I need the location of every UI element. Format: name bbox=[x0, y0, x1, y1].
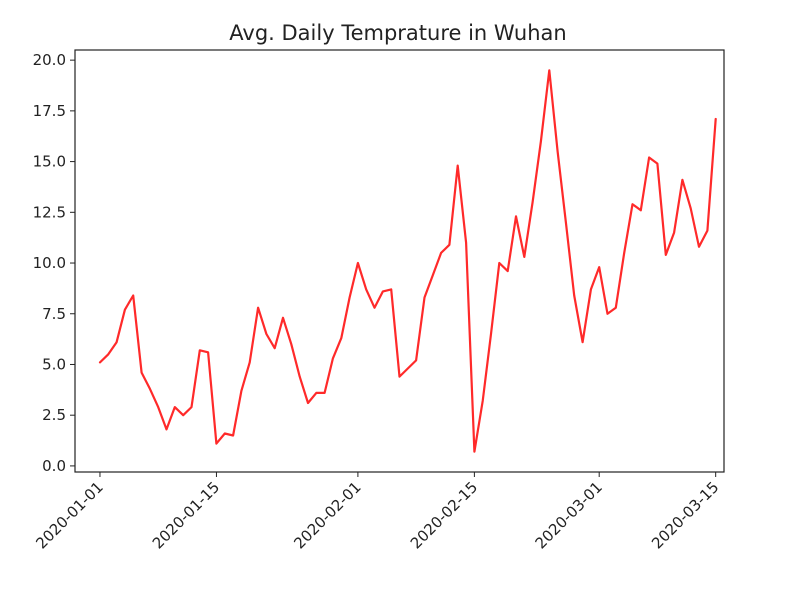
y-tick-label: 15.0 bbox=[33, 153, 66, 171]
x-tick-label: 2020-02-15 bbox=[407, 478, 481, 552]
y-tick-label: 20.0 bbox=[33, 51, 66, 69]
y-axis: 0.0 2.5 5.0 7.5 10.0 12.5 15.0 17.5 20.0 bbox=[33, 51, 75, 475]
x-tick-label: 2020-03-01 bbox=[532, 478, 606, 552]
plot-area bbox=[98, 69, 717, 453]
y-tick-label: 12.5 bbox=[33, 203, 66, 221]
x-axis: 2020-01-01 2020-01-15 2020-02-01 2020-02-15… bbox=[32, 472, 723, 552]
series-line bbox=[98, 69, 717, 453]
y-tick-label: 17.5 bbox=[33, 102, 66, 120]
x-tick-label: 2020-02-01 bbox=[290, 478, 364, 552]
x-tick-label: 2020-01-15 bbox=[149, 478, 223, 552]
plot-frame bbox=[74, 49, 725, 473]
y-tick-label: 5.0 bbox=[42, 355, 66, 373]
chart-title: Avg. Daily Temprature in Wuhan bbox=[229, 21, 566, 45]
y-tick-label: 0.0 bbox=[42, 457, 66, 475]
x-tick-label: 2020-03-15 bbox=[648, 478, 722, 552]
y-tick-label: 7.5 bbox=[42, 305, 66, 323]
x-tick-label: 2020-01-01 bbox=[32, 478, 106, 552]
y-tick-label: 10.0 bbox=[33, 254, 66, 272]
y-tick-label: 2.5 bbox=[42, 406, 66, 424]
